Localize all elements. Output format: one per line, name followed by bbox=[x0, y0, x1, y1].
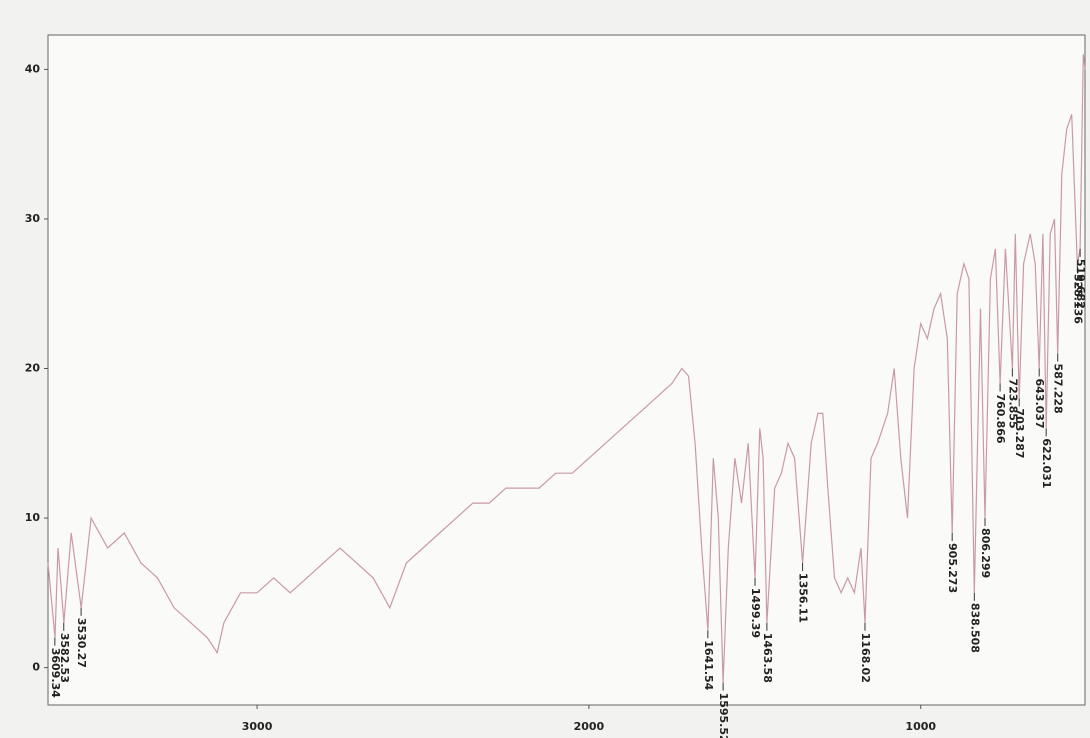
x-tick-label: 2000 bbox=[574, 720, 605, 733]
peak-label: 806.299 bbox=[979, 528, 992, 578]
y-tick-label: 30 bbox=[25, 212, 41, 225]
y-tick-label: 10 bbox=[25, 511, 41, 524]
peak-label: 519.682 bbox=[1074, 259, 1087, 309]
peak-label: 905.273 bbox=[946, 543, 959, 593]
peak-label: 587.228 bbox=[1052, 364, 1065, 414]
x-tick-label: 1000 bbox=[905, 720, 936, 733]
peak-label: 3530.27 bbox=[75, 618, 88, 668]
y-tick-label: 20 bbox=[25, 362, 41, 375]
peak-label: 703.287 bbox=[1013, 408, 1026, 458]
spectrum-line bbox=[47, 54, 1086, 683]
peak-label: 1499.39 bbox=[749, 588, 762, 638]
y-tick-label: 0 bbox=[32, 661, 40, 674]
peak-label: 1641.54 bbox=[702, 640, 715, 690]
peak-label: 622.031 bbox=[1040, 438, 1053, 488]
peak-label: 723.855 bbox=[1006, 379, 1019, 429]
peak-label: 1356.11 bbox=[797, 573, 810, 623]
y-tick-label: 40 bbox=[25, 62, 41, 75]
peak-label: 760.866 bbox=[994, 393, 1007, 443]
peak-label: 3609.34 bbox=[49, 648, 62, 698]
peak-label: 838.508 bbox=[968, 603, 981, 653]
peak-label: 1595.52 bbox=[717, 693, 730, 738]
peak-label: 643.037 bbox=[1033, 379, 1046, 429]
peak-label: 1463.58 bbox=[761, 633, 774, 683]
peak-label: 1168.02 bbox=[859, 633, 872, 683]
plot-frame bbox=[47, 34, 1086, 706]
x-tick-label: 3000 bbox=[242, 720, 273, 733]
peak-label: 528.136 bbox=[1071, 274, 1084, 324]
peak-label: 3582.53 bbox=[58, 633, 71, 683]
